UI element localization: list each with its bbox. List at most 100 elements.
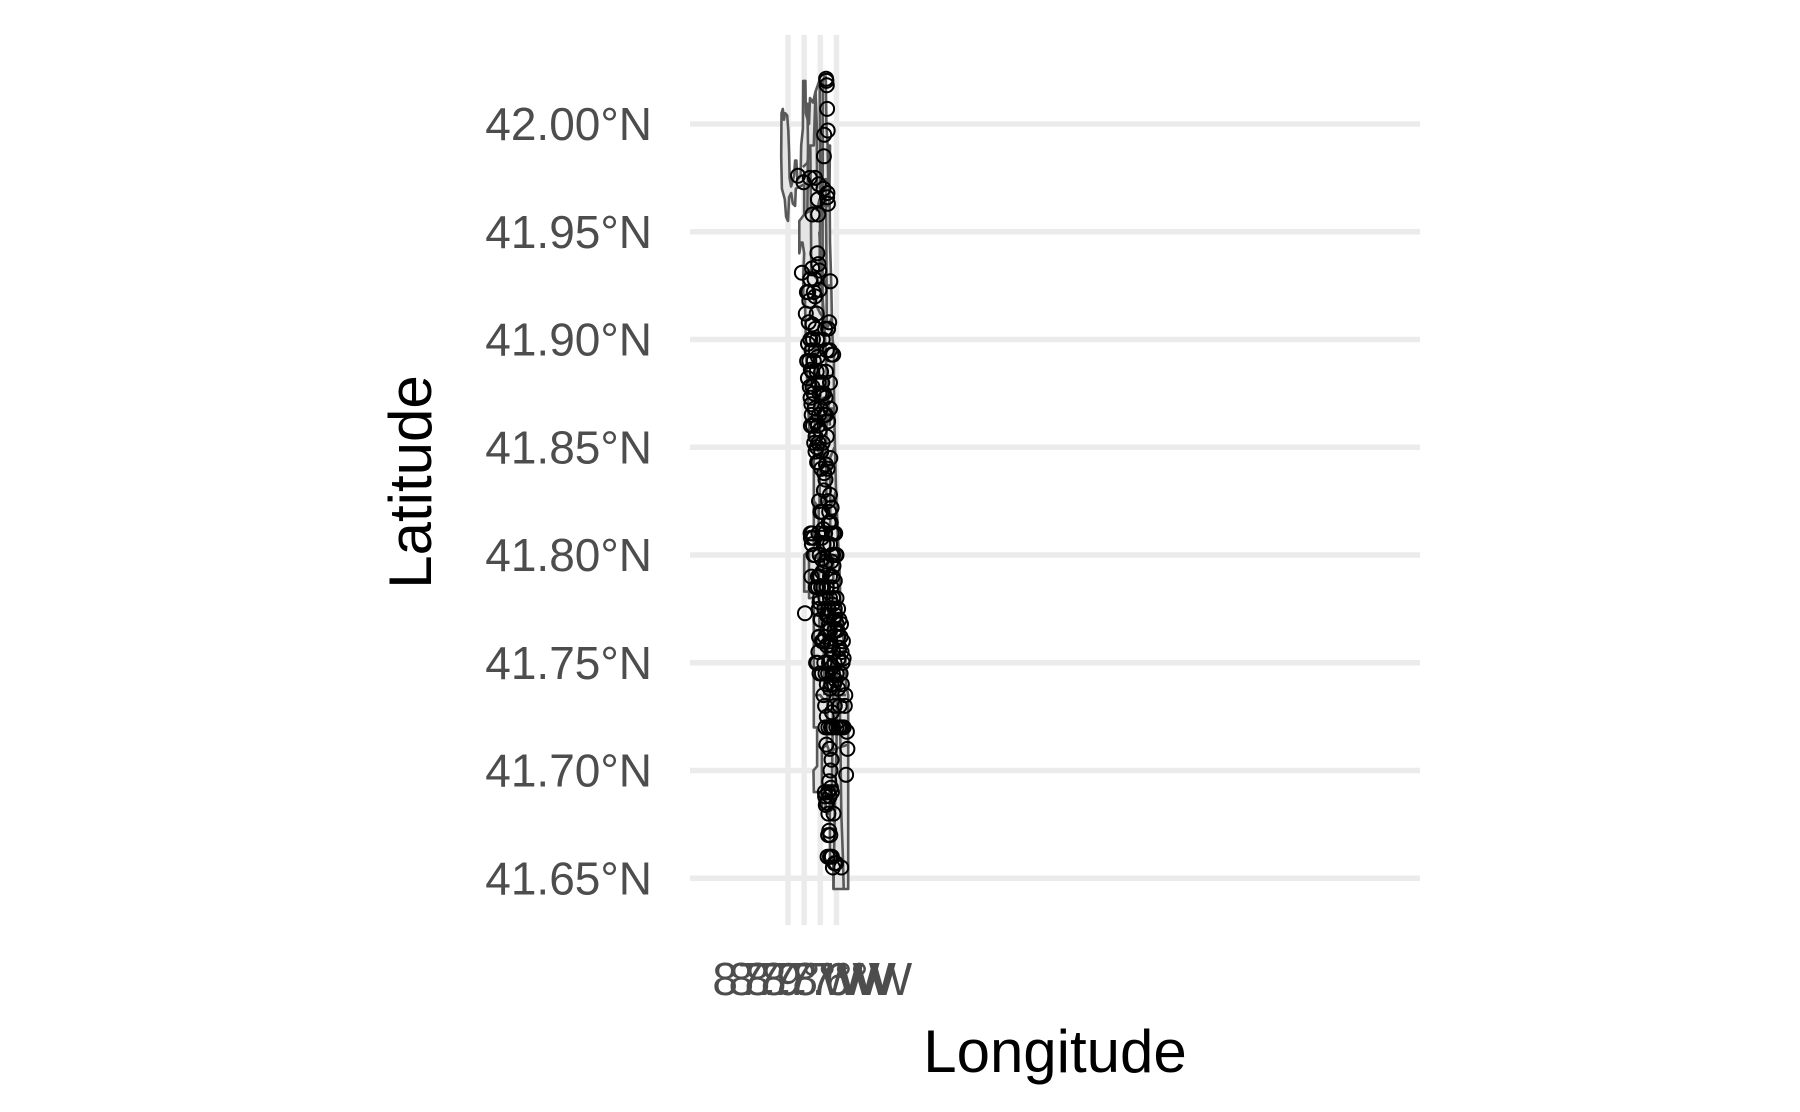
incident-point bbox=[819, 189, 836, 206]
incident-point bbox=[808, 305, 825, 322]
incident-point bbox=[828, 547, 845, 563]
incident-point bbox=[809, 245, 826, 262]
incident-point bbox=[818, 736, 835, 753]
incident-point bbox=[831, 611, 848, 628]
incident-point bbox=[825, 346, 842, 363]
incident-point bbox=[823, 547, 840, 563]
x-tick-label: 87.6°W bbox=[761, 953, 913, 1005]
incident-point bbox=[816, 465, 833, 482]
incident-point bbox=[825, 590, 842, 607]
incident-point bbox=[820, 805, 837, 822]
incident-point bbox=[836, 697, 853, 714]
district-border-17 bbox=[824, 177, 829, 329]
incident-point bbox=[829, 622, 846, 639]
incident-point bbox=[815, 482, 832, 499]
incident-point bbox=[821, 503, 838, 520]
incident-point bbox=[812, 611, 829, 628]
incident-point bbox=[835, 719, 852, 736]
incident-point bbox=[822, 273, 839, 290]
incident-point bbox=[805, 284, 822, 301]
y-tick-label: 41.85°N bbox=[485, 421, 652, 473]
incident-point bbox=[831, 697, 848, 714]
incident-point bbox=[816, 126, 833, 143]
y-tick-label: 41.70°N bbox=[485, 745, 652, 797]
incident-point bbox=[830, 650, 847, 667]
incident-point bbox=[817, 788, 834, 805]
y-tick-label: 42.00°N bbox=[485, 98, 652, 150]
incident-point bbox=[819, 848, 836, 865]
incident-point bbox=[822, 568, 838, 585]
incident-point bbox=[817, 797, 834, 813]
incident-point bbox=[808, 654, 825, 671]
incident-point bbox=[811, 262, 828, 279]
y-tick-label: 41.95°N bbox=[485, 206, 652, 258]
x-axis-ticks: 87.9°W87.8°W87.7°W87.6°W bbox=[712, 953, 912, 1005]
incident-point bbox=[833, 676, 850, 693]
incident-point bbox=[815, 536, 832, 553]
incident-point bbox=[807, 443, 824, 460]
district-border-14 bbox=[814, 91, 819, 189]
incident-point bbox=[809, 191, 826, 208]
incident-point bbox=[802, 529, 819, 546]
incident-point bbox=[820, 493, 837, 510]
incident-point bbox=[820, 320, 837, 337]
incident-point bbox=[817, 471, 834, 488]
incident-point bbox=[803, 406, 820, 423]
incident-point bbox=[822, 374, 838, 391]
y-tick-label: 41.65°N bbox=[485, 852, 652, 904]
incident-point bbox=[804, 206, 821, 223]
incident-point bbox=[814, 374, 831, 391]
incident-point bbox=[807, 320, 824, 337]
y-tick-label: 41.80°N bbox=[485, 529, 652, 581]
x-axis-title: Longitude bbox=[923, 1018, 1187, 1085]
incident-point bbox=[818, 363, 834, 380]
incident-point bbox=[807, 579, 824, 596]
incident-point bbox=[833, 859, 850, 876]
y-tick-label: 41.75°N bbox=[485, 637, 652, 689]
incident-point bbox=[804, 316, 821, 333]
x-tick-label: 87.9°W bbox=[712, 953, 864, 1005]
incident-point bbox=[803, 396, 820, 413]
incident-point bbox=[810, 600, 827, 617]
incident-point bbox=[821, 773, 838, 790]
incident-point bbox=[838, 723, 855, 740]
incident-point bbox=[803, 568, 820, 585]
incident-point bbox=[813, 633, 830, 650]
y-axis-ticks: 42.00°N 41.95°N 41.90°N 41.85°N 41.80°N 41.75… bbox=[485, 98, 652, 904]
incident-point bbox=[838, 766, 855, 783]
incident-point bbox=[822, 514, 839, 531]
incident-point bbox=[805, 331, 821, 348]
x-tick-label: 87.8°W bbox=[728, 953, 880, 1005]
incident-point bbox=[817, 719, 834, 736]
y-axis-title: Latitude bbox=[377, 375, 444, 589]
incident-point bbox=[818, 456, 834, 473]
incident-point bbox=[821, 822, 838, 839]
incident-point bbox=[819, 195, 836, 212]
district-border-12 bbox=[806, 102, 810, 211]
incident-point bbox=[801, 292, 818, 309]
district-border-0 bbox=[802, 91, 817, 169]
incident-point bbox=[802, 525, 819, 542]
y-tick-label: 41.90°N bbox=[485, 314, 652, 366]
incident-point bbox=[800, 284, 817, 301]
incident-point bbox=[839, 740, 856, 757]
incident-point bbox=[804, 260, 821, 277]
incident-point bbox=[816, 406, 833, 423]
incident-point bbox=[813, 460, 830, 477]
incident-point bbox=[802, 417, 819, 434]
incident-point bbox=[827, 525, 844, 542]
incident-point bbox=[832, 665, 849, 682]
incident-point bbox=[813, 363, 830, 380]
incident-point bbox=[826, 600, 843, 617]
incident-point bbox=[803, 342, 820, 359]
incident-point bbox=[819, 122, 836, 139]
x-tick-label: 87.7°W bbox=[745, 953, 897, 1005]
incident-points bbox=[790, 70, 856, 876]
incident-point bbox=[821, 654, 837, 671]
incident-point bbox=[801, 169, 818, 186]
incident-point bbox=[805, 547, 822, 563]
incident-point bbox=[818, 77, 835, 94]
incident-point bbox=[802, 389, 819, 406]
